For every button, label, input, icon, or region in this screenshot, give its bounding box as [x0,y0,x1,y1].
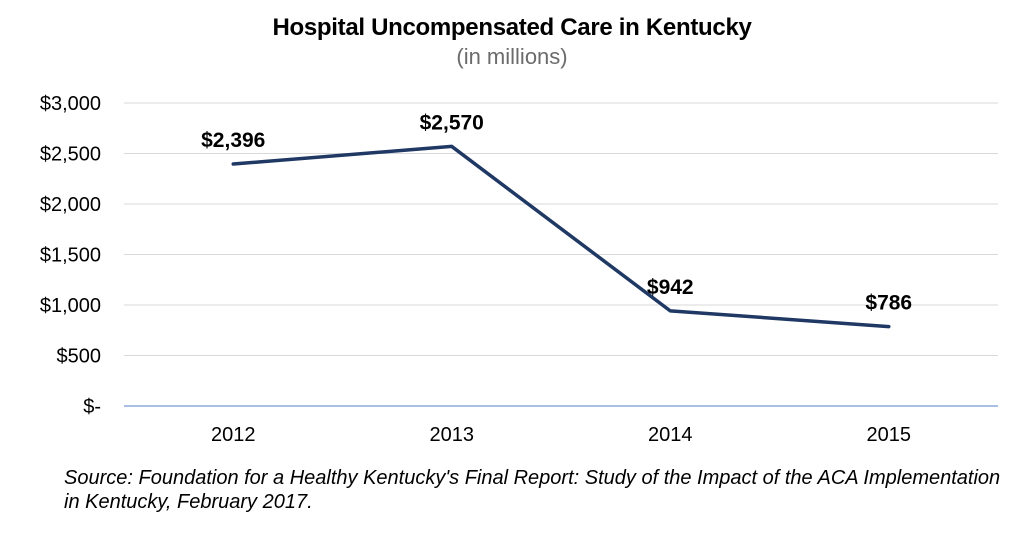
x-tick-label: 2015 [867,424,912,446]
y-tick-label: $1,000 [40,295,101,317]
x-tick-label: 2012 [211,424,256,446]
y-tick-label: $2,000 [40,194,101,216]
y-tick-label: $3,000 [40,93,101,115]
data-label: $2,396 [201,129,265,152]
y-tick-label: $2,500 [40,144,101,166]
data-label: $942 [647,276,694,299]
y-tick-label: $1,500 [40,245,101,267]
data-label: $786 [865,292,912,315]
chart-subtitle: (in millions) [456,44,568,69]
data-label: $2,570 [420,111,484,134]
line-chart: $- $500 $1,000 $1,500 $2,000 $2,500 $3,000 2012… [40,93,998,446]
chart-title: Hospital Uncompensated Care in Kentucky [272,14,752,41]
series-line [231,144,891,329]
source-note: Source: Foundation for a Healthy Kentuck… [64,467,1001,513]
y-tick-label: $500 [57,346,102,368]
x-tick-label: 2014 [648,424,693,446]
x-tick-label: 2013 [430,424,475,446]
y-tick-label: $- [83,396,101,418]
